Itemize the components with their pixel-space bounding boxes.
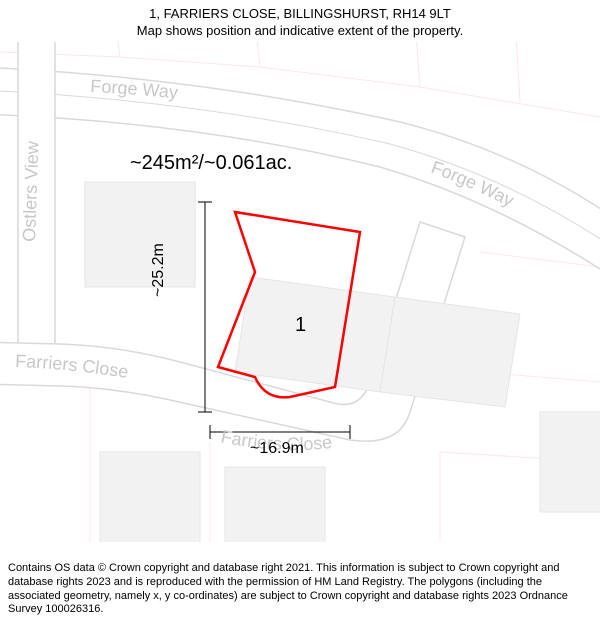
header: 1, FARRIERS CLOSE, BILLINGSHURST, RH14 9…	[0, 0, 600, 42]
copyright-footer: Contains OS data © Crown copyright and d…	[0, 558, 600, 625]
address-line: 1, FARRIERS CLOSE, BILLINGSHURST, RH14 9…	[10, 6, 590, 23]
dim-width: ~16.9m	[250, 440, 304, 458]
subtitle-line: Map shows position and indicative extent…	[10, 23, 590, 40]
map-canvas: Forge Way Forge Way Ostlers View Farrier…	[0, 42, 600, 542]
road-label-ostlers-view: Ostlers View	[19, 140, 43, 242]
dim-height: ~25.2m	[150, 243, 168, 297]
area-label: ~245m²/~0.061ac.	[130, 152, 292, 175]
plot-number: 1	[295, 314, 306, 337]
map-svg: Forge Way Forge Way Ostlers View Farrier…	[0, 42, 600, 542]
